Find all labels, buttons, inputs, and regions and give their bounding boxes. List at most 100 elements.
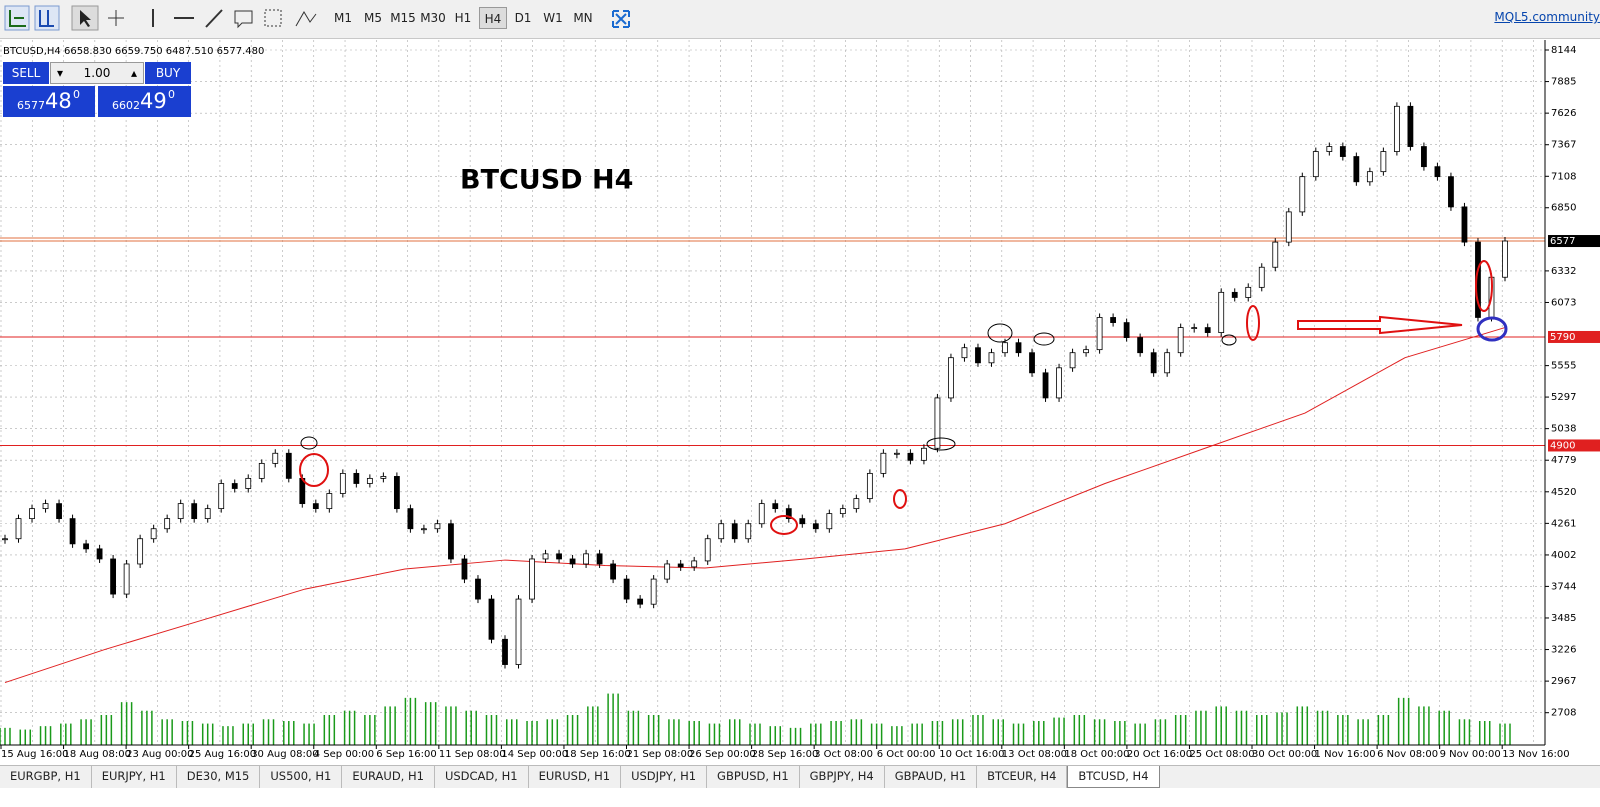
timeframe-button[interactable]: MN [573,11,593,25]
candle [542,553,549,560]
candle [312,503,319,510]
y-tick-label: 6850 [1551,203,1576,214]
candle [1002,342,1008,354]
y-tick-label: 4779 [1551,455,1576,466]
chart-tab[interactable]: GBPJPY, H4 [800,766,885,788]
y-tick-label: 2708 [1551,708,1576,719]
candle [866,472,873,500]
icon[interactable] [234,10,253,29]
candle [880,452,887,474]
candle [1096,317,1103,351]
candle [1042,372,1049,399]
timeframe-button[interactable]: D1 [514,11,532,25]
price-tag-label: 6577 [1550,236,1575,247]
chart-tab[interactable]: EURAUD, H1 [342,766,435,788]
ellipse [1033,332,1055,346]
candle [1407,105,1414,147]
icon[interactable] [108,10,124,26]
x-tick-label: 21 Sep 08:00 [627,749,694,760]
candle [326,493,333,510]
timeframe-button[interactable]: W1 [543,11,563,25]
candle [664,563,671,580]
candle [1421,146,1427,168]
candle [96,548,103,560]
chart-tab[interactable]: GBPUSD, H1 [707,766,800,788]
timeframe-button[interactable]: M5 [364,11,382,25]
y-tick-label: 3485 [1551,613,1576,624]
lot-down[interactable]: ▾ [57,66,64,80]
candle [1150,352,1157,374]
x-tick-label: 4 Sep 00:00 [314,749,374,760]
chart-tab[interactable]: EURJPY, H1 [92,766,177,788]
candle [1339,146,1346,157]
ellipse [926,437,956,451]
y-tick-label: 7367 [1551,140,1576,151]
lot-field[interactable]: ▾ 1.00 ▴ [50,62,144,84]
ellipse [1476,316,1508,342]
ellipse [299,453,329,487]
chart-tab[interactable]: DE30, M15 [177,766,261,788]
y-tick-label: 3744 [1551,581,1576,592]
candle [1299,176,1306,213]
chart-tab[interactable]: BTCUSD, H4 [1067,766,1160,788]
lot-up[interactable]: ▴ [130,66,137,80]
candle [380,476,387,479]
candle [393,476,400,510]
candle [623,578,630,600]
icon[interactable] [205,9,223,28]
candle [569,558,576,565]
chart-tab[interactable]: EURUSD, H1 [529,766,622,788]
candle [1204,327,1211,333]
candle [515,598,522,665]
y-tick-label: 6332 [1551,266,1576,277]
ask-price[interactable]: 6602 49 0 [98,86,191,117]
fullscreen-icon[interactable] [611,9,631,29]
candle [29,508,35,520]
timeframe-button[interactable]: H4 [479,7,507,29]
candle [1312,151,1319,178]
candle [1285,211,1292,243]
sell-button[interactable]: SELL [3,62,49,84]
x-tick-label: 18 Aug 08:00 [64,749,131,760]
timeframe-button[interactable]: M15 [390,11,416,25]
timeframe-button[interactable]: M30 [420,11,446,25]
candle [1164,352,1171,374]
candle [164,518,171,530]
candle [204,508,211,520]
candle [1448,176,1454,208]
candle [1258,266,1265,288]
chart-tab[interactable]: USDJPY, H1 [621,766,708,788]
chart-tab[interactable]: GBPAUD, H1 [885,766,978,788]
mql5-link[interactable]: MQL5.community [1494,10,1600,24]
candle [83,543,89,550]
timeframe-button[interactable]: H1 [454,11,472,25]
chart-tab[interactable]: USDCAD, H1 [435,766,529,788]
candle [799,518,806,525]
candle [893,452,900,455]
candle [853,498,860,510]
buy-button[interactable]: BUY [145,62,191,84]
x-tick-label: 15 Aug 16:00 [1,749,68,760]
candle [785,508,792,520]
x-tick-label: 14 Sep 00:00 [501,749,568,760]
candle [353,472,360,484]
bid-price[interactable]: 6577 48 0 [3,86,95,117]
icon[interactable] [264,9,282,27]
candle [1366,171,1373,183]
candle [988,352,995,364]
chart-tab[interactable]: BTCEUR, H4 [977,766,1068,788]
chart-tab[interactable]: US500, H1 [260,766,343,788]
x-tick-label: 6 Nov 08:00 [1377,749,1438,760]
y-tick-label: 3226 [1551,645,1576,656]
chart-tab[interactable]: EURGBP, H1 [0,766,92,788]
candle [839,508,846,515]
lot-value[interactable]: 1.00 [83,66,111,80]
price-tag [1548,439,1600,452]
toolbar-icons [4,5,317,31]
timeframe-button[interactable]: M1 [334,11,352,25]
y-tick-label: 7626 [1551,108,1576,119]
icon [80,10,91,27]
candle [637,598,644,605]
icon[interactable] [295,11,317,27]
price-tag-label: 5790 [1550,332,1575,343]
